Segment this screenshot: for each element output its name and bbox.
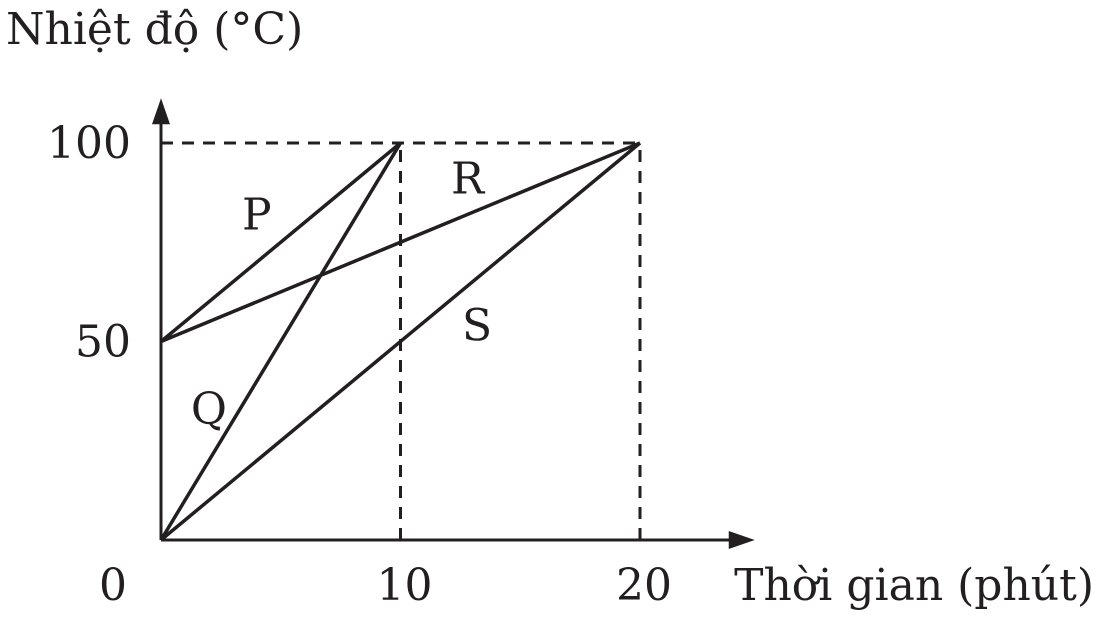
series-label-q: Q: [191, 384, 227, 435]
series-line-r: [160, 141, 641, 344]
series-line-p: [159, 141, 402, 343]
y-axis-title: Nhiệt độ (°C): [6, 4, 303, 55]
y-tick-label-50: 50: [75, 317, 131, 368]
x-tick-label-10: 10: [377, 560, 433, 611]
series-label-p: P: [242, 189, 272, 240]
x-tick-label-20: 20: [616, 560, 672, 611]
x-axis-title: Thời gian (phút): [734, 560, 1094, 611]
series-label-s: S: [462, 301, 492, 352]
series-label-r: R: [451, 154, 486, 205]
x-axis-arrowhead: [728, 531, 755, 549]
axes: [152, 98, 755, 549]
series-labels: P Q R S: [191, 154, 492, 435]
series-line-s: [159, 141, 642, 542]
series-line-q: [159, 142, 402, 541]
series-lines: [159, 141, 642, 542]
y-axis-arrowhead: [152, 98, 170, 125]
y-tick-label-100: 100: [47, 118, 131, 169]
x-tick-label-0: 0: [99, 560, 127, 611]
tick-labels: 0 10 20 50 100: [47, 118, 672, 611]
